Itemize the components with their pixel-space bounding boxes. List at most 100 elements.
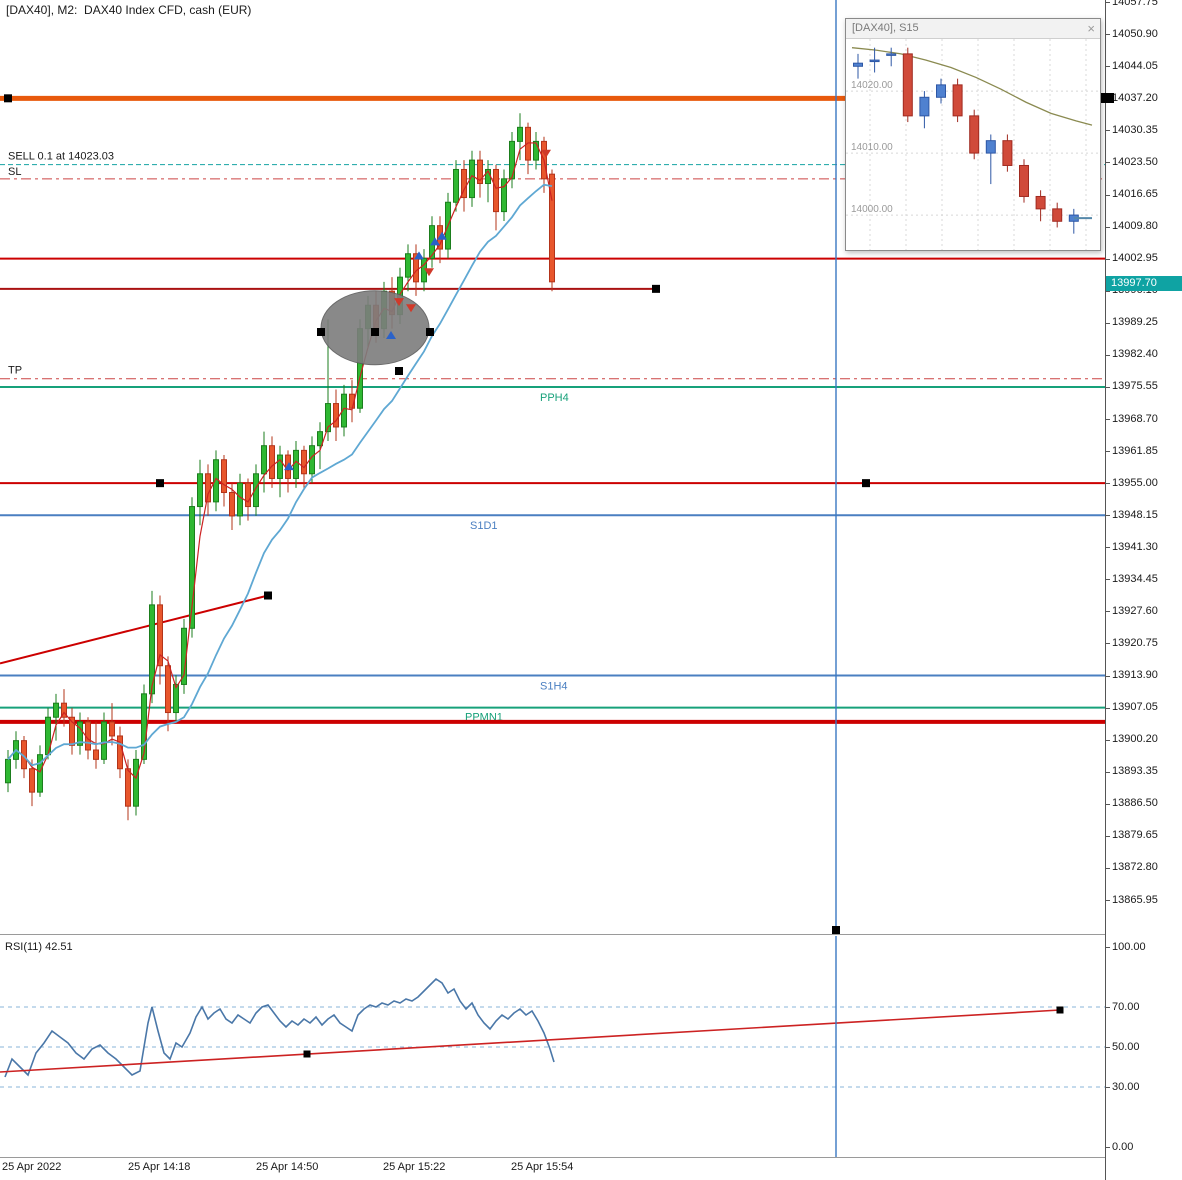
ellipse-handle[interactable] [426,328,434,336]
inset-chart-window[interactable]: [DAX40], S15 × 14020.00 14010.00 14000.00 [845,18,1101,251]
rsi-axis-tick [1106,1147,1110,1148]
support-red-line-handle[interactable] [862,479,870,488]
price-axis-label: 13982.40 [1112,348,1158,361]
sell-order-line-label: SELL 0.1 at 14023.03 [8,151,114,163]
buy-arrow[interactable] [284,462,294,471]
rsi-axis-label: 30.00 [1112,1080,1140,1093]
sell-arrow[interactable] [541,149,551,158]
resistance-orange-line-handle[interactable] [4,94,12,103]
candle [477,159,483,185]
buy-arrow[interactable] [430,237,440,246]
price-axis-label: 13968.70 [1112,412,1158,425]
ma-slow-line [7,183,553,767]
candle [277,454,283,479]
time-axis-label: 25 Apr 14:50 [256,1161,319,1173]
candle [501,178,507,213]
time-axis[interactable]: 25 Apr 2022 25 Apr 14:18 25 Apr 14:50 25 Ap… [0,1161,1182,1180]
pivot-s1d1-line-label: S1D1 [470,520,498,532]
panel-separator[interactable] [0,934,1182,935]
candle [133,758,139,807]
candle [253,473,259,508]
vertical-line-handle[interactable] [832,926,840,934]
time-axis-label: 25 Apr 14:18 [128,1161,191,1173]
ellipse-handle[interactable] [371,328,379,336]
price-axis-tick [1106,643,1110,645]
candle [261,445,267,475]
price-axis-tick [1106,900,1110,902]
trend-line[interactable] [0,594,269,665]
ellipse-handle[interactable] [395,367,403,375]
price-axis-label: 13927.60 [1112,604,1158,617]
rsi-axis-tick [1106,1087,1110,1088]
candle [229,492,235,517]
rsi-trend-line[interactable] [0,1009,1061,1073]
rsi-indicator-panel[interactable] [0,936,1105,1157]
price-axis-tick [1106,579,1110,581]
candle [269,445,275,479]
price-axis-tick [1106,66,1110,68]
candle [517,126,523,142]
price-axis-label: 14023.50 [1112,155,1158,168]
inset-candle [886,53,897,56]
inset-ma-line [851,47,1093,126]
candle [453,168,459,203]
price-axis-tick [1106,354,1110,356]
rsi-axis-label: 70.00 [1112,1000,1140,1013]
rsi-axis-tick [1106,1047,1110,1048]
price-axis-label: 14057.75 [1112,0,1158,8]
ellipse-handle[interactable] [317,328,325,336]
inset-titlebar[interactable]: [DAX40], S15 × [846,19,1100,39]
time-axis-label: 25 Apr 15:22 [383,1161,446,1173]
buy-arrow[interactable] [414,251,424,260]
candle [533,140,539,161]
buy-arrow[interactable] [386,330,396,339]
price-axis-label: 13865.95 [1112,893,1158,906]
price-axis-label: 14002.95 [1112,252,1158,265]
current-price-box: 13997.70 [1106,275,1182,291]
sell-arrow[interactable] [394,298,404,307]
inset-candle [1002,140,1013,166]
inset-candle [1019,164,1029,197]
inset-candle [902,53,913,117]
candle [293,449,299,479]
take-profit-line-label: TP [8,365,22,377]
candle [493,168,499,213]
inset-chart: 14020.00 14010.00 14000.00 [846,39,1100,250]
sell-arrow[interactable] [406,304,416,313]
rsi-trend-handle[interactable] [303,1050,311,1058]
time-axis-separator [0,1157,1182,1158]
sell-arrow[interactable] [424,268,434,277]
ma-fast-line [7,142,553,780]
price-axis-label: 13955.00 [1112,476,1158,489]
price-axis-label: 13941.30 [1112,540,1158,553]
price-axis-label: 13900.20 [1112,733,1158,746]
price-axis-label: 13886.50 [1112,797,1158,810]
inset-price-label: 14000.00 [851,204,893,215]
candle [93,749,99,760]
price-axis-label: 14044.05 [1112,59,1158,72]
pivot-s1h4-line-label: S1H4 [540,681,568,693]
candle [325,403,331,433]
candle [109,721,115,737]
price-axis-tick [1106,675,1110,677]
candle [149,604,155,695]
main-price-chart[interactable]: SELL 0.1 at 14023.03SLTPPPH4S1D1S1H4PPMN… [0,0,1105,934]
price-axis-label: 14037.20 [1112,91,1158,104]
rsi-trend-handle[interactable] [1056,1006,1064,1014]
inset-candle [985,140,996,154]
trend-line-handle[interactable] [264,591,272,600]
support-red-line-handle[interactable] [156,479,164,488]
buy-arrow[interactable] [437,231,447,240]
price-axis[interactable]: 14057.75 14050.90 14044.05 14037.20 14030.35… [1099,0,1182,1180]
candle [333,403,339,428]
rsi-indicator-label: RSI(11) 42.51 [5,941,73,953]
price-axis-tick [1106,130,1110,132]
close-icon[interactable]: × [1087,21,1095,36]
candle [101,721,107,760]
chart-title: [DAX40], M2: DAX40 Index CFD, cash (EUR) [6,3,252,17]
price-axis-tick [1106,2,1110,4]
ellipse-annotation[interactable] [320,290,430,366]
rsi-axis-label: 0.00 [1112,1140,1134,1153]
alert-line-handle[interactable] [652,284,660,293]
rsi-line [4,977,555,1078]
